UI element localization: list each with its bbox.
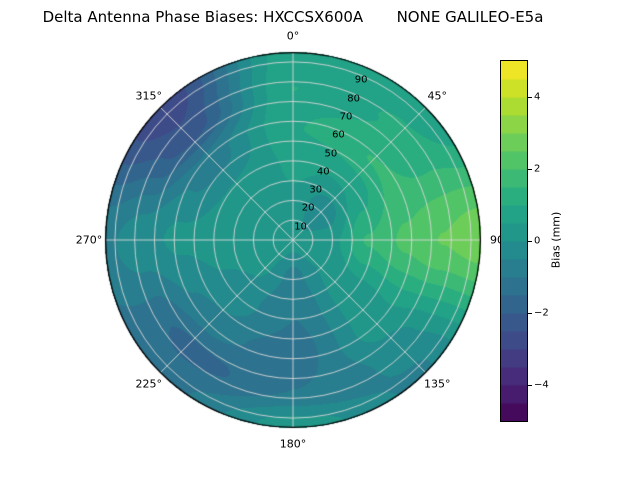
colorbar-tick-label-4: 4 — [534, 91, 541, 103]
radial-tick-label-60: 60 — [332, 129, 345, 141]
colorbar-tick-2 — [528, 169, 532, 170]
colorbar-gradient — [500, 60, 528, 422]
radial-tick-label-90: 90 — [354, 74, 368, 86]
colorbar-tick-label-2: 2 — [534, 163, 541, 175]
angular-tick-label-180: 180° — [279, 437, 307, 451]
radial-tick-label-20: 20 — [301, 202, 315, 214]
chart-title: Delta Antenna Phase Biases: HXCCSX600A N… — [42, 8, 544, 26]
colorbar-tick--4 — [528, 385, 532, 386]
polar-contour-plot — [103, 50, 483, 430]
angular-tick-label-270: 270° — [75, 233, 103, 247]
angular-tick-label-225: 225° — [135, 377, 163, 391]
radial-tick-label-70: 70 — [339, 111, 353, 123]
angular-tick-label-45: 45° — [427, 89, 447, 103]
radial-tick-label-50: 50 — [324, 148, 338, 160]
colorbar-axis-label: Bias (mm) — [549, 211, 563, 269]
angular-tick-label-0: 0° — [286, 29, 300, 43]
colorbar-tick-label--2: −2 — [534, 307, 549, 319]
colorbar-tick-label--4: −4 — [534, 379, 549, 391]
radial-tick-label-80: 80 — [347, 93, 360, 105]
radial-tick-label-30: 30 — [309, 184, 323, 196]
colorbar-tick--2 — [528, 313, 532, 314]
colorbar-tick-0 — [528, 241, 532, 242]
radial-tick-label-10: 10 — [294, 221, 307, 233]
angular-tick-label-135: 135° — [423, 377, 451, 391]
colorbar-tick-label-0: 0 — [534, 235, 541, 247]
colorbar-tick-4 — [528, 97, 532, 98]
radial-tick-label-40: 40 — [316, 166, 330, 178]
angular-tick-label-315: 315° — [135, 89, 163, 103]
